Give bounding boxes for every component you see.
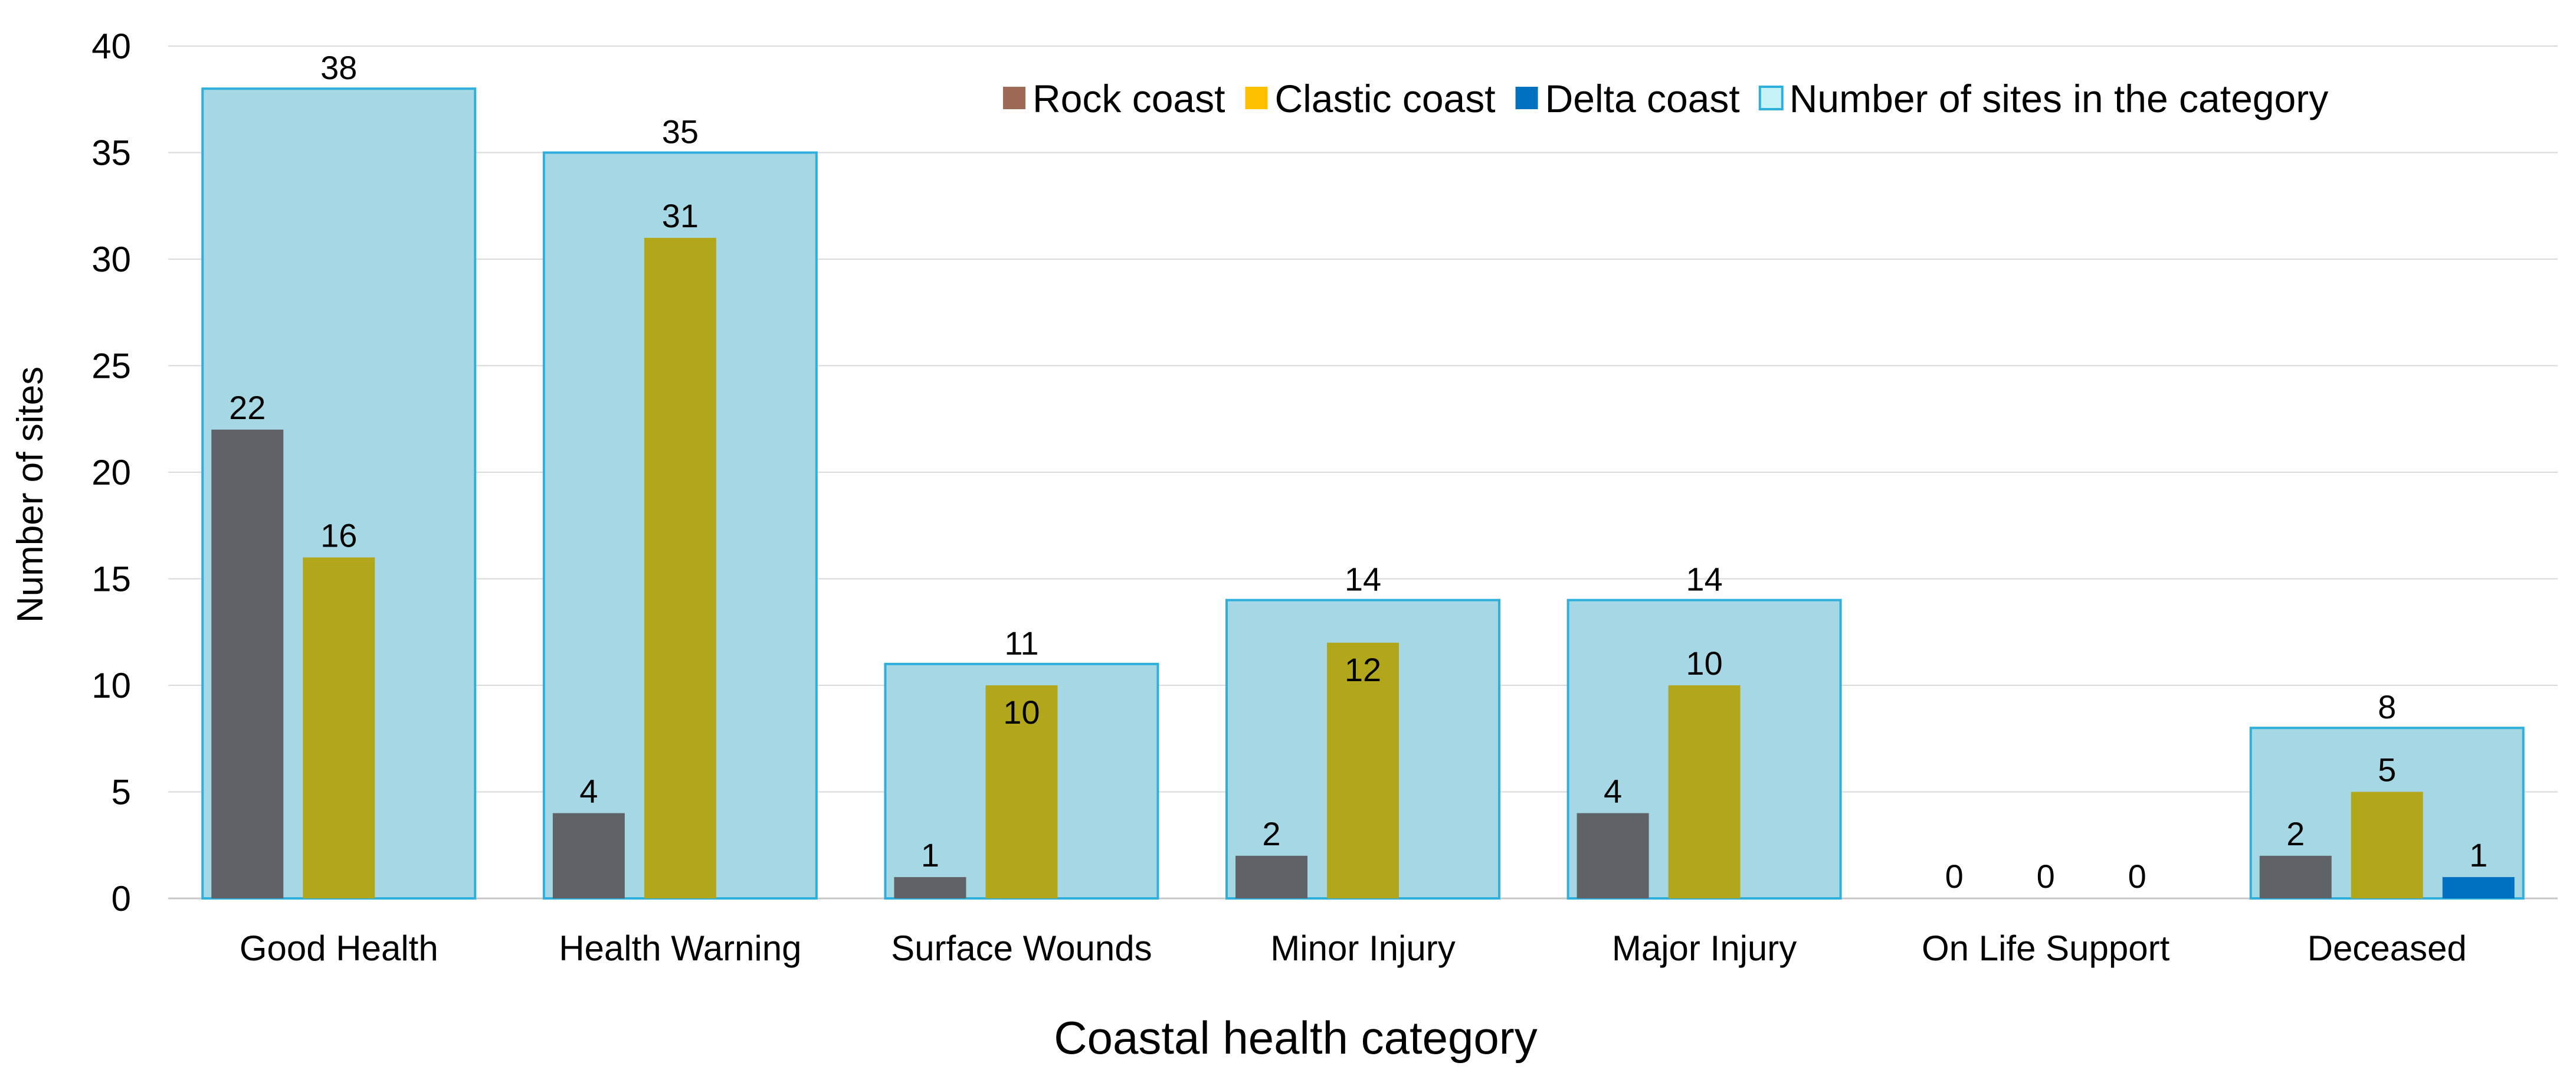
total-label: 8 [2378,688,2396,725]
legend: Rock coast Clastic coast Delta coast Number… [1003,77,2328,120]
total-label: 14 [1686,561,1722,598]
data-label: 0 [2128,858,2146,895]
data-labels: 3822163543111110142121441000008251 [229,49,2487,895]
data-label: 4 [579,773,598,810]
bar-delta-coast [2442,877,2515,898]
bar-clastic-coast [2351,792,2423,898]
bar-clastic-coast [1327,642,1399,898]
data-label: 22 [229,389,266,426]
data-label: 10 [1686,645,1722,682]
data-label: 5 [2378,751,2396,789]
x-tick-label: On Life Support [1922,928,2170,968]
data-label: 0 [1945,858,1964,895]
legend-label: Delta coast [1545,77,1740,120]
data-label: 0 [2037,858,2055,895]
x-tick-label: Surface Wounds [891,928,1152,968]
series-bars [211,237,2515,898]
y-tick-labels: 0 5 10 15 20 25 30 35 40 [91,27,131,918]
y-tick-label: 30 [91,240,131,279]
bar-clastic-coast [1668,685,1741,898]
y-tick-label: 0 [112,879,131,918]
bar-clastic-coast [303,557,375,898]
bar-rock-coast [211,429,284,898]
data-label: 2 [1262,815,1280,852]
legend-label: Rock coast [1033,77,1225,120]
y-tick-label: 25 [91,346,131,386]
legend-swatch [1758,86,1784,110]
y-tick-label: 20 [91,453,131,492]
y-tick-label: 35 [91,133,131,173]
total-label: 35 [662,113,699,151]
data-label: 4 [1604,773,1622,810]
x-axis-title: Coastal health category [1054,1012,1538,1064]
total-label: 11 [1004,625,1038,662]
x-tick-label: Deceased [2308,928,2467,968]
legend-label: Clastic coast [1274,77,1495,120]
data-label: 12 [1345,651,1381,688]
x-tick-label: Minor Injury [1270,928,1455,968]
y-tick-label: 5 [112,773,131,812]
data-label: 16 [320,516,357,554]
total-label: 14 [1345,561,1381,598]
bar-rock-coast [552,813,625,898]
x-tick-label: Major Injury [1612,928,1797,968]
bar-rock-coast [1235,855,1307,898]
data-label: 31 [662,197,699,234]
legend-label: Number of sites in the category [1790,77,2328,120]
bar-clastic-coast [644,237,716,898]
legend-swatch [1003,87,1025,109]
bar-rock-coast [894,877,966,898]
bar-rock-coast [1577,813,1649,898]
data-label: 1 [2469,836,2487,874]
x-tick-label: Good Health [240,928,438,968]
bar-rock-coast [2259,855,2332,898]
legend-swatch [1515,87,1538,109]
x-tick-label: Health Warning [559,928,801,968]
total-label: 38 [320,49,357,86]
y-axis-title: Number of sites [10,367,51,623]
y-tick-label: 40 [91,27,131,66]
data-label: 10 [1003,694,1040,731]
data-label: 2 [2286,815,2305,852]
bar-clastic-coast [985,685,1058,898]
data-label: 1 [921,836,939,874]
legend-swatch [1245,87,1268,109]
x-tick-labels: Good Health Health Warning Surface Wounds M… [240,928,2467,968]
y-tick-label: 15 [91,560,131,599]
y-tick-label: 10 [91,666,131,705]
